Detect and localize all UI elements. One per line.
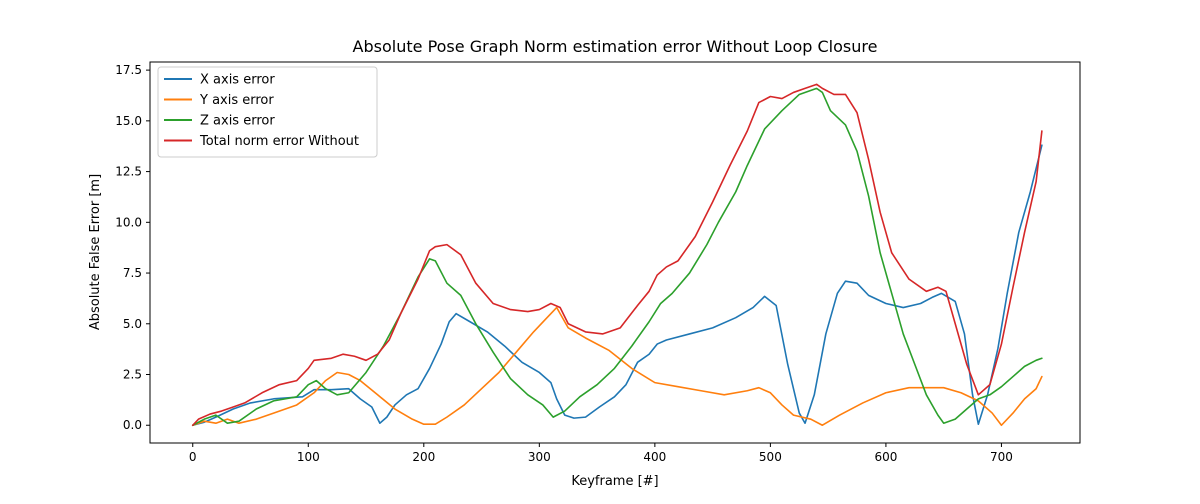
chart-title: Absolute Pose Graph Norm estimation erro… [353,37,878,56]
legend-label: Total norm error Without [199,134,359,149]
legend-label: X axis error [200,73,275,88]
series-line-4 [191,83,1043,427]
y-tick-label: 2.5 [123,368,142,382]
x-tick-label: 0 [189,450,197,464]
series-line-3 [191,87,1043,427]
legend: X axis error Y axis error Z axis error Tota… [157,66,378,158]
plot-frame [149,61,1081,444]
x-tick-label: 700 [990,450,1013,464]
x-tick-label: 600 [874,450,897,464]
legend-label: Y axis error [199,93,274,108]
x-tick-label: 300 [528,450,551,464]
x-tick-label: 100 [297,450,320,464]
legend-label: Z axis error [200,114,275,129]
series-line-2 [191,306,1043,427]
y-tick-label: 12.5 [115,165,142,179]
series-line-1 [191,144,1043,427]
y-tick-label: 17.5 [115,63,142,77]
y-tick-label: 0.0 [123,418,142,432]
y-tick-label: 7.5 [123,266,142,280]
axes-group: 0 100 200 300 400 500 600 700 0.0 2.5 5.0 7.5 10.0 12… [115,61,1081,464]
x-tick-label: 200 [412,450,435,464]
y-tick-label: 15.0 [115,114,142,128]
y-tick-label: 5.0 [123,317,142,331]
y-axis-label: Absolute False Error [m] [88,174,103,330]
plot-lines [191,83,1043,427]
x-tick-label: 500 [759,450,782,464]
x-axis-label: Keyframe [#] [571,474,658,489]
legend-box [157,66,378,158]
x-tick-label: 400 [643,450,666,464]
y-tick-label: 10.0 [115,215,142,229]
